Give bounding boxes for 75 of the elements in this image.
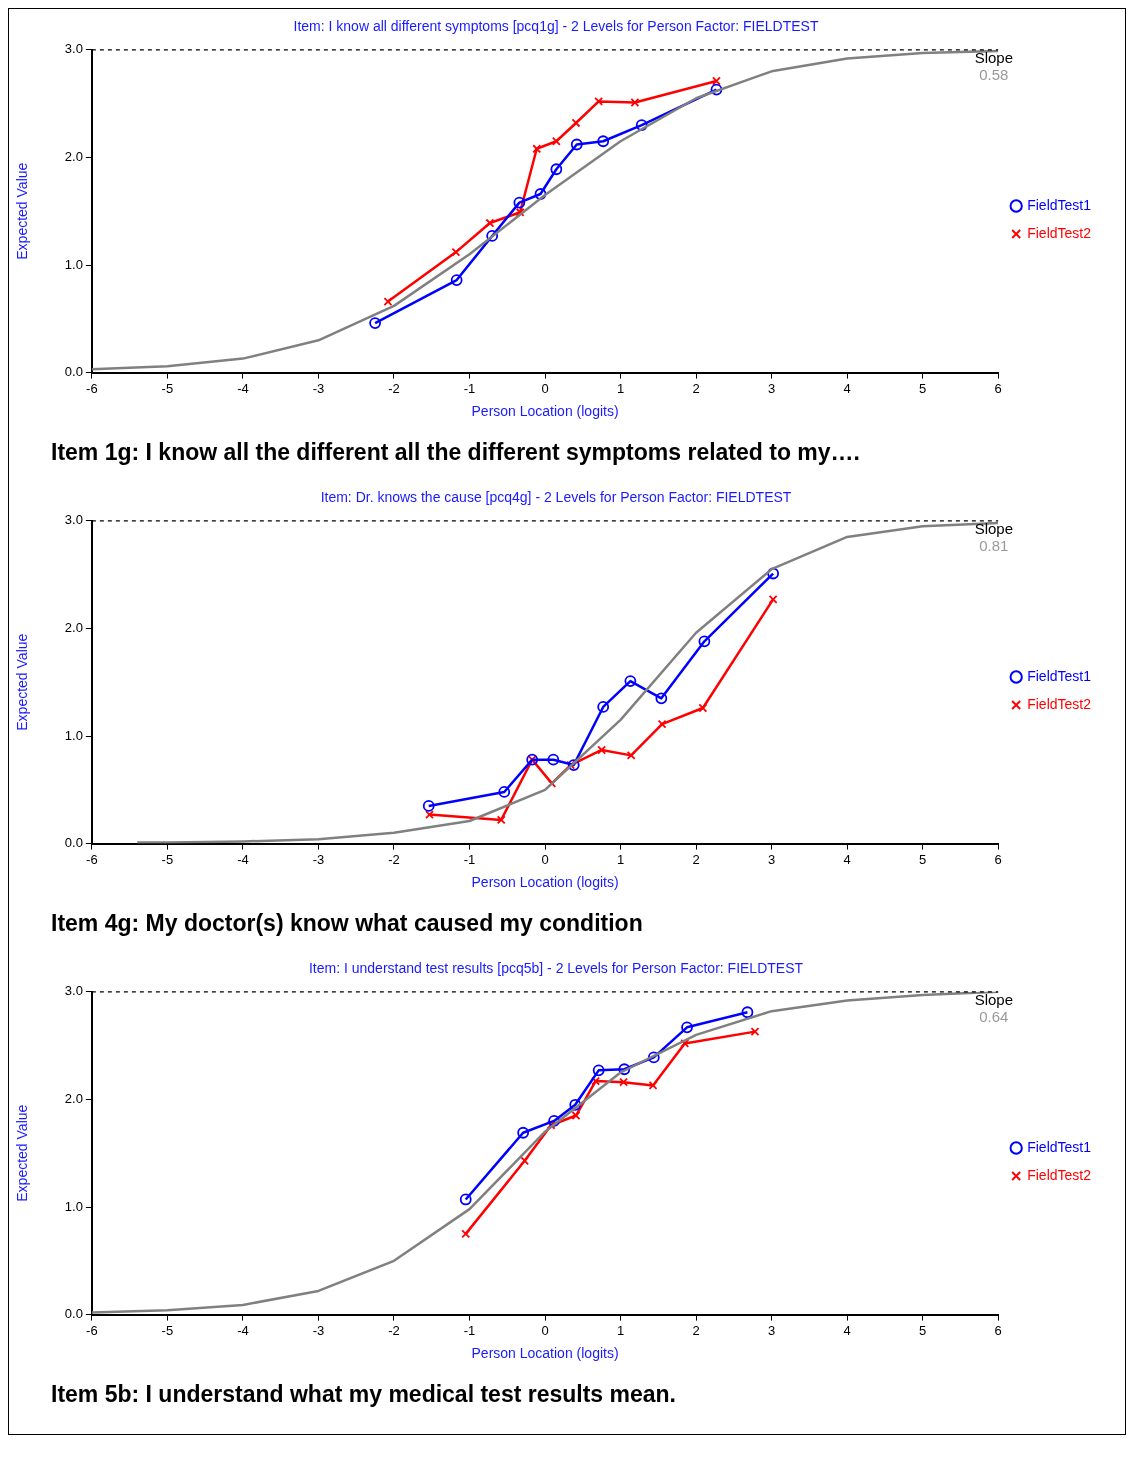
y-tick-label: 1.0 (64, 256, 83, 272)
x-tick-label: 1 (616, 380, 625, 396)
legend-label: FieldTest2 (1027, 1166, 1092, 1183)
x-tick-label: 5 (919, 851, 927, 867)
annotation: Slope (974, 520, 1013, 537)
chart-title: Item: Dr. knows the cause [pcq4g] - 2 Levels for Person Factor: FIELDTEST (320, 489, 792, 506)
x-tick-label: 2 (692, 1322, 700, 1338)
x-tick-label: -4 (237, 1322, 249, 1338)
x-tick-label: 0 (541, 851, 549, 867)
annotation: 0.64 (978, 1008, 1010, 1025)
x-tick-label: -6 (86, 1322, 98, 1338)
x-tick-label: 1 (616, 851, 625, 867)
x-tick-label: 4 (843, 851, 851, 867)
legend-label: FieldTest1 (1027, 667, 1092, 684)
x-axis-title: Person Location (logits) (471, 1345, 619, 1362)
x-axis-title: Person Location (logits) (471, 403, 619, 420)
x-tick-label: -2 (388, 380, 400, 396)
x-tick-label: -3 (312, 380, 325, 396)
x-tick-label: 3 (768, 1322, 776, 1338)
x-tick-label: 1 (616, 1322, 625, 1338)
x-tick-label: -4 (237, 380, 249, 396)
y-axis-title: Expected Value (14, 1104, 31, 1202)
y-tick-label: 1.0 (64, 1198, 83, 1214)
x-tick-label: -3 (312, 851, 325, 867)
legend-label: FieldTest1 (1027, 196, 1092, 213)
x-tick-label: -2 (388, 851, 400, 867)
text: Item 5b: I understand what my medical test results mean. (51, 1381, 677, 1408)
y-tick-label: 3.0 (64, 983, 83, 999)
x-tick-label: -2 (388, 1322, 400, 1338)
x-tick-label: -4 (237, 851, 249, 867)
legend-label: FieldTest2 (1027, 695, 1092, 712)
x-tick-label: -5 (161, 1322, 174, 1338)
x-tick-label: -3 (312, 1322, 325, 1338)
chart-title: Item: I understand test results [pcq5b] - 2 Levels for Person Factor: FIELDTEST (308, 960, 804, 977)
x-tick-label: -5 (161, 851, 174, 867)
x-tick-label: 0 (541, 380, 549, 396)
x-tick-label: 0 (541, 1322, 549, 1338)
x-tick-label: 2 (692, 851, 700, 867)
y-tick-label: 0.0 (64, 364, 83, 380)
y-tick-label: 2.0 (64, 619, 83, 635)
annotation: Slope (974, 49, 1013, 66)
x-tick-label: -1 (463, 1322, 476, 1338)
y-tick-label: 1.0 (64, 727, 83, 743)
annotation: 0.81 (978, 537, 1010, 554)
x-tick-label: 2 (692, 380, 700, 396)
text: Item 4g: My doctor(s) know what caused my condition (51, 910, 644, 937)
x-tick-label: 5 (919, 380, 927, 396)
annotation: Slope (974, 991, 1013, 1008)
y-tick-label: 2.0 (64, 148, 83, 164)
legend-label: FieldTest2 (1027, 224, 1092, 241)
y-tick-label: 3.0 (64, 512, 83, 528)
x-tick-label: 4 (843, 1322, 851, 1338)
x-tick-label: 6 (994, 380, 1002, 396)
y-tick-label: 2.0 (64, 1090, 83, 1106)
x-tick-label: 6 (994, 851, 1002, 867)
y-axis-title: Expected Value (14, 633, 31, 731)
x-tick-label: -5 (161, 380, 174, 396)
x-tick-label: -1 (463, 380, 476, 396)
x-tick-label: -6 (86, 851, 98, 867)
y-tick-label: 3.0 (64, 41, 83, 57)
x-tick-label: 3 (768, 380, 776, 396)
x-tick-label: 5 (919, 1322, 927, 1338)
x-tick-label: -6 (86, 380, 98, 396)
y-tick-label: 0.0 (64, 1306, 83, 1322)
x-tick-label: 4 (843, 380, 851, 396)
x-tick-label: -1 (463, 851, 476, 867)
annotation: 0.58 (978, 66, 1010, 83)
y-tick-label: 0.0 (64, 835, 83, 851)
x-axis-title: Person Location (logits) (471, 874, 619, 891)
legend-label: FieldTest1 (1027, 1138, 1092, 1155)
text: Item 1g: I know all the different all the different symptoms related to my…. (51, 439, 861, 466)
y-axis-title: Expected Value (14, 162, 31, 260)
x-tick-label: 3 (768, 851, 776, 867)
x-tick-label: 6 (994, 1322, 1002, 1338)
chart-title: Item: I know all different symptoms [pcq1g] - 2 Levels for Person Factor: FIELDTEST (293, 18, 819, 35)
